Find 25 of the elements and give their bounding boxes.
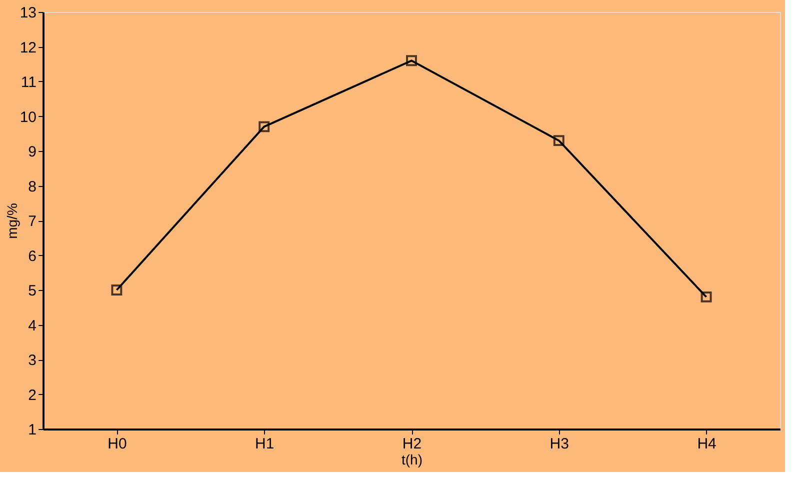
x-tick-label: H1 — [255, 436, 274, 452]
y-tick-label: 13 — [20, 4, 36, 22]
x-tick-label: H0 — [108, 436, 127, 452]
y-tick-label: 7 — [28, 213, 36, 230]
y-tick-label: 5 — [28, 282, 36, 300]
x-tick-label: H3 — [550, 436, 569, 452]
x-tick-label: H2 — [402, 436, 422, 452]
y-tick-label: 8 — [28, 178, 36, 196]
y-tick-label: 9 — [28, 144, 36, 160]
y-tick-label: 11 — [20, 74, 36, 91]
y-tick-label: 3 — [28, 352, 36, 369]
point — [700, 291, 712, 302]
y-tick-label: 6 — [28, 248, 36, 265]
y-tick-label: 12 — [20, 39, 36, 56]
point — [406, 55, 417, 66]
y-tick-label: 2 — [28, 386, 36, 404]
point — [553, 135, 564, 146]
y-tick-label: 10 — [20, 108, 36, 126]
x-axis-title: t(h) — [402, 452, 422, 468]
y-tick-label: 1 — [28, 422, 36, 438]
point — [258, 121, 270, 132]
x-tick-label: H4 — [697, 436, 716, 452]
point — [111, 284, 122, 296]
y-tick-label: 4 — [28, 317, 36, 334]
y-axis-title: mg/% — [4, 203, 20, 239]
